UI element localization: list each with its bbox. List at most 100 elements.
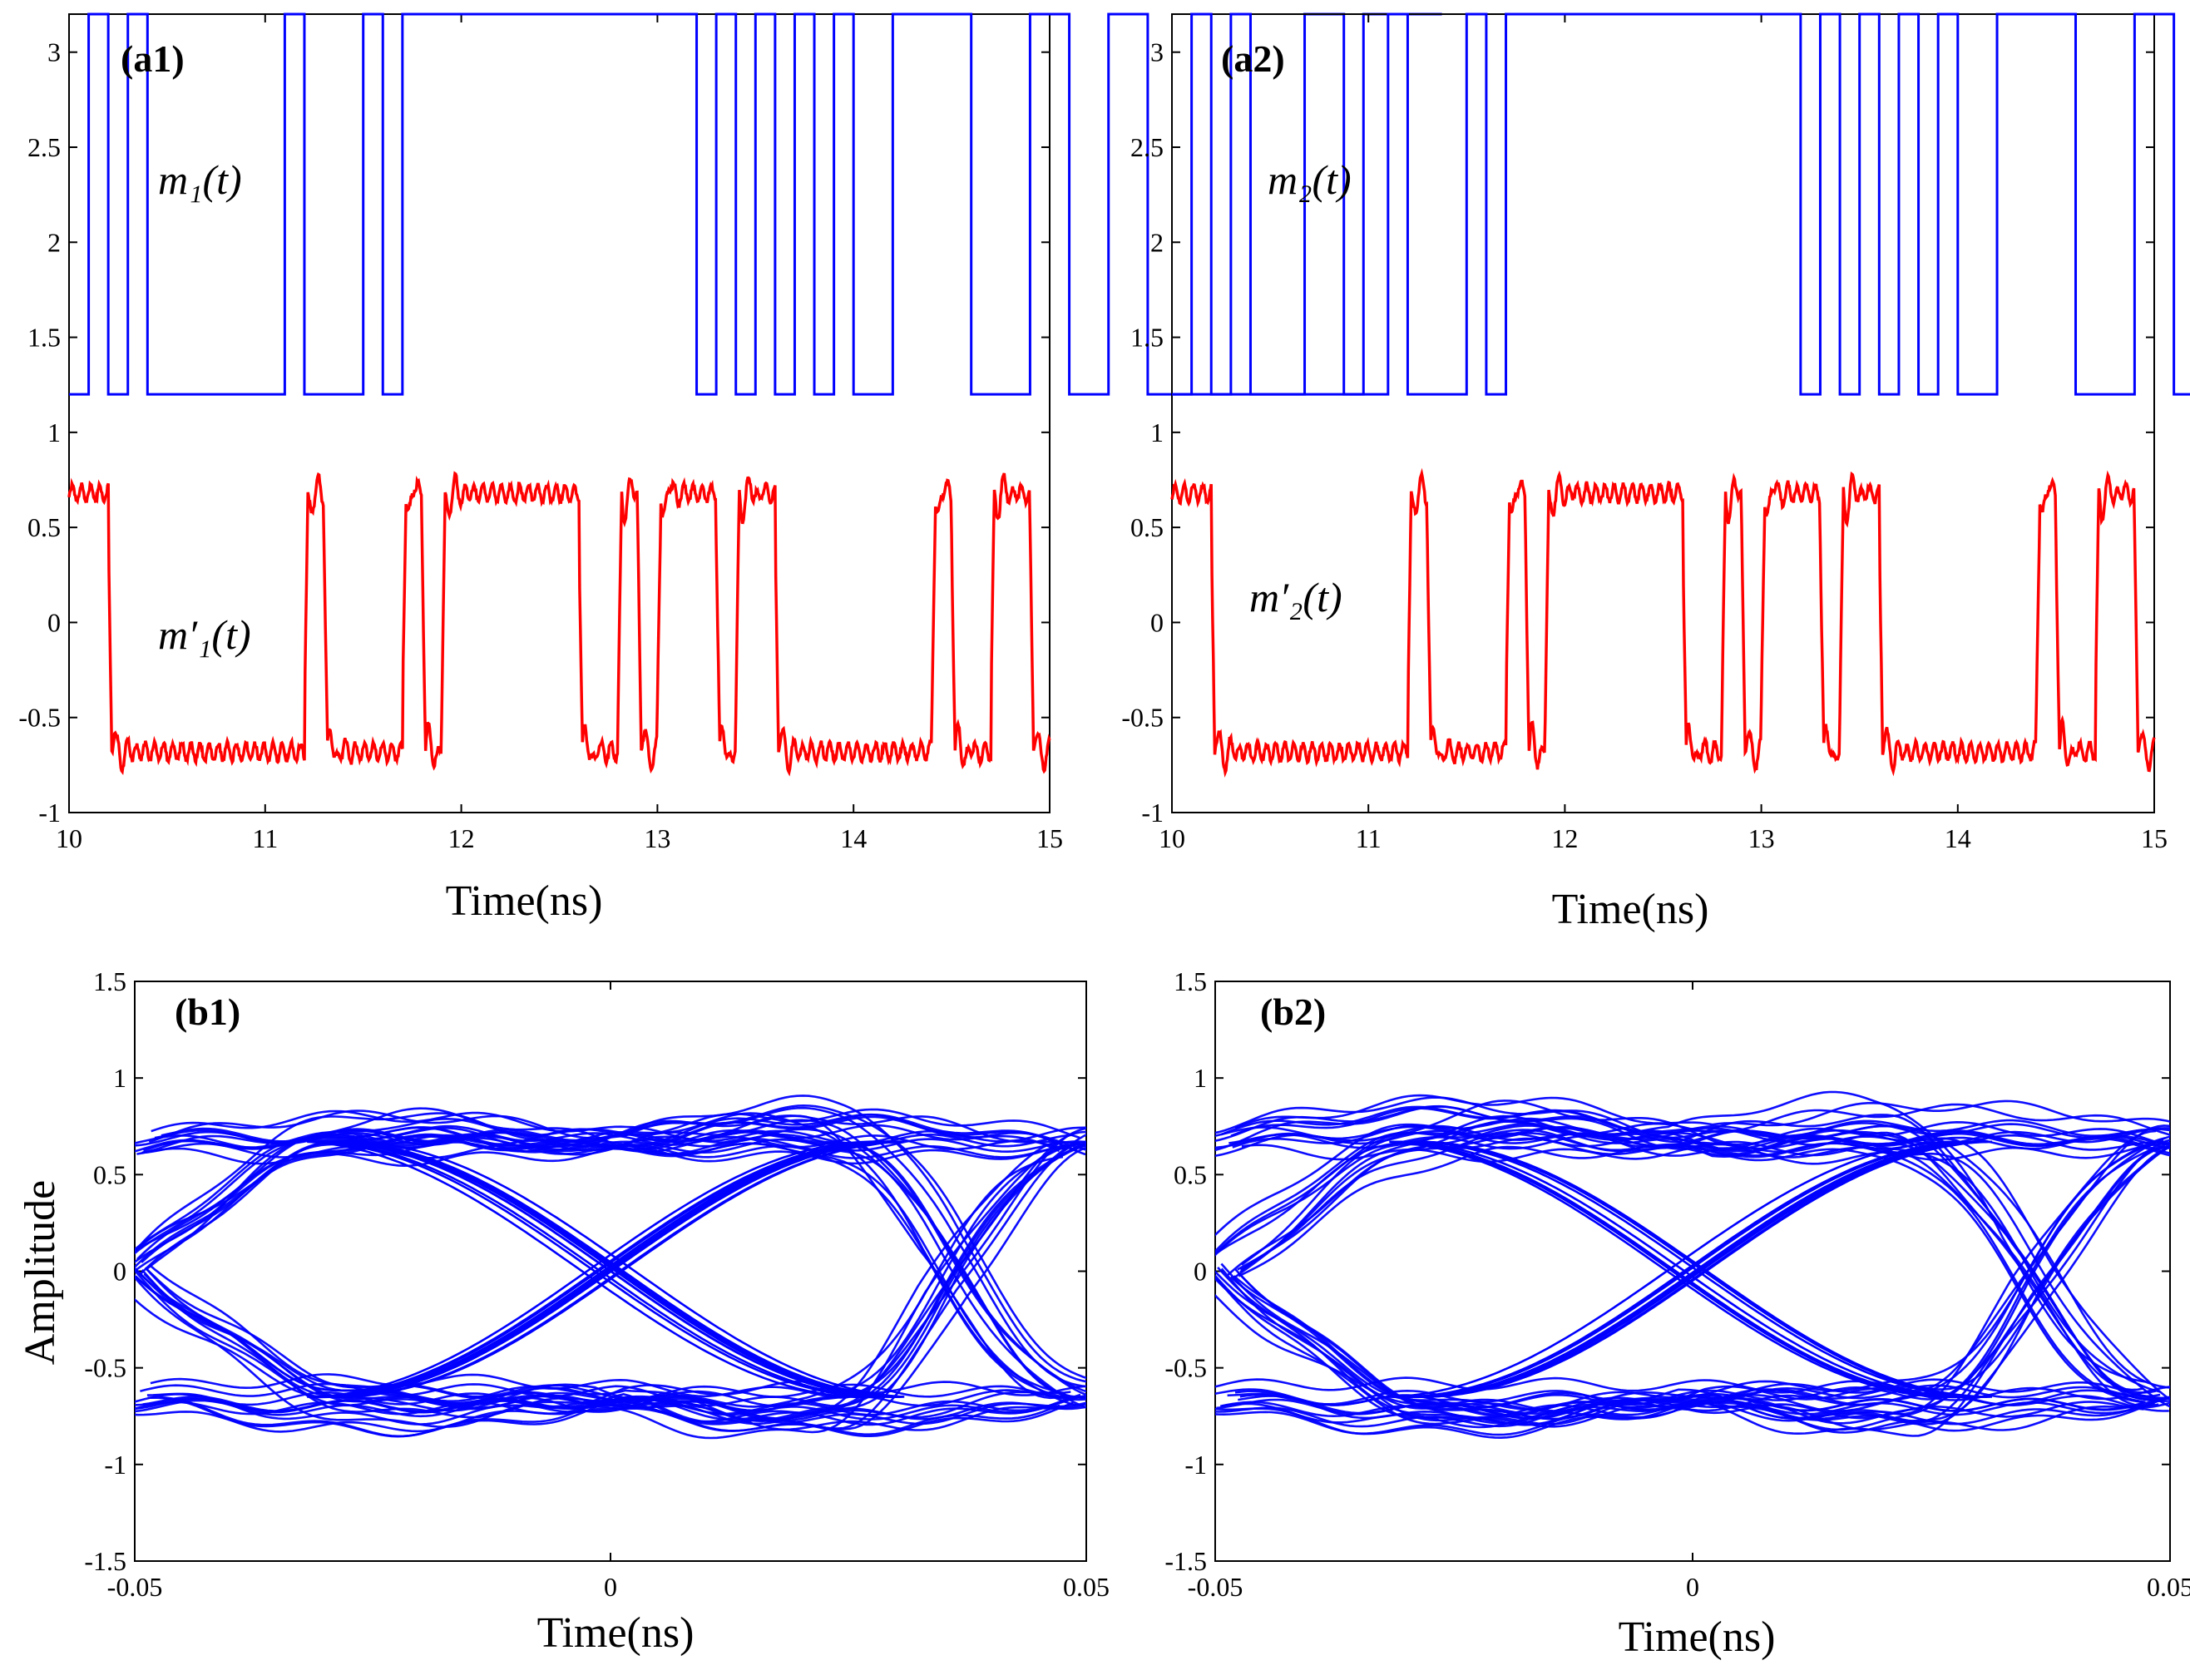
y-tick-label: 2.5 (27, 132, 61, 162)
eye-trace (1395, 1140, 1969, 1398)
y-tick-label: 0 (113, 1257, 126, 1287)
eye-trace (1234, 1139, 2170, 1409)
series-annotation: m₁(t) (158, 156, 242, 203)
y-tick-label: -0.5 (18, 703, 61, 733)
eye-trace (313, 1140, 885, 1398)
eye-trace (329, 1140, 900, 1398)
eye-trace (1230, 1107, 2170, 1139)
eye-trace (135, 1133, 1074, 1149)
eye-trace (1389, 1140, 1963, 1398)
eye-trace (1234, 1094, 2170, 1129)
y-tick-label: 1.5 (27, 323, 61, 353)
y-tick-label: 1 (113, 1063, 126, 1093)
y-tick-label: -1 (1184, 1450, 1207, 1480)
eye-trace (1232, 1124, 2170, 1161)
y-tick-label: 0.5 (1130, 512, 1164, 542)
y-tick-label: -0.5 (1164, 1353, 1207, 1383)
eye-trace (149, 1133, 1086, 1423)
eye-trace (135, 1399, 1074, 1437)
eye-trace (1392, 1140, 1965, 1399)
eye-trace (1215, 1096, 2144, 1391)
x-tick-label: 10 (1159, 823, 1185, 853)
eye-trace (1389, 1140, 1963, 1398)
y-tick-label: 1.5 (93, 966, 126, 996)
eye-trace (1389, 1140, 1963, 1399)
x-tick-label: 12 (1551, 823, 1578, 853)
x-tick-label: 10 (56, 823, 82, 853)
x-tick-label: 14 (840, 823, 867, 853)
panel-label: (b2) (1260, 991, 1326, 1033)
plot-frame (1171, 13, 2155, 813)
eye-trace (135, 1144, 1086, 1412)
panel-label: (a1) (121, 37, 185, 80)
eye-trace (310, 1140, 882, 1398)
eye-trace (1392, 1140, 1966, 1398)
x-tick-label: 11 (1356, 823, 1382, 853)
eye-trace (1239, 1145, 2170, 1426)
series-annotation: m′₂(t) (1249, 574, 1342, 620)
eye-trace (1228, 1124, 2170, 1389)
chart-panel-a1: 10 11 12 13 14 15-1-0.500.511.522.53 (a1)m₁(t)… (18, 12, 1442, 925)
x-axis-label: Time(ns) (537, 1609, 695, 1657)
eye-trace (151, 1109, 1086, 1145)
x-tick-label: 15 (1036, 823, 1063, 853)
x-tick-label: 0.05 (2147, 1572, 2190, 1602)
eye-trace (135, 1155, 1064, 1413)
eye-trace (154, 1094, 1086, 1383)
eye-trace (312, 1140, 884, 1398)
y-tick-label: -1 (1141, 798, 1164, 828)
y-tick-label: 0 (1194, 1257, 1207, 1287)
y-tick-label: 0.5 (1174, 1159, 1207, 1189)
eye-traces (1215, 1090, 2170, 1440)
eye-trace (1215, 1400, 2156, 1436)
y-tick-label: 0.5 (27, 512, 61, 542)
y-tick-label: 0 (1150, 607, 1164, 637)
eye-trace (1215, 1122, 2143, 1140)
eye-trace (135, 1141, 1080, 1428)
x-tick-label: 12 (448, 823, 475, 853)
y-tick-label: 0 (47, 607, 61, 637)
y-axis-label: Amplitude (17, 1180, 64, 1365)
y-tick-label: 2 (47, 227, 61, 257)
eye-trace (147, 1140, 1086, 1438)
x-tick-label: 0.05 (1063, 1572, 1110, 1602)
eye-trace (1215, 1144, 2166, 1431)
series-annotation: m₂(t) (1268, 156, 1352, 203)
x-tick-label: 14 (1945, 823, 1971, 853)
eye-trace (1392, 1140, 1966, 1398)
eye-trace (146, 1380, 1086, 1426)
y-tick-label: 1 (1150, 418, 1164, 447)
series-line-m'1(t) (67, 471, 1051, 777)
x-tick-label: 15 (2141, 823, 2168, 853)
eye-trace (135, 1108, 1080, 1253)
eye-trace (1233, 1114, 2170, 1278)
series-annotation: m′₁(t) (158, 611, 251, 658)
y-tick-label: 2 (1150, 227, 1164, 257)
eye-trace (1215, 1139, 2164, 1426)
y-tick-label: 1.5 (1130, 323, 1164, 353)
x-tick-label: -0.05 (107, 1572, 163, 1602)
x-tick-label: 0 (1686, 1572, 1699, 1602)
x-tick-label: 13 (644, 823, 670, 853)
eye-trace (1419, 1140, 1992, 1398)
y-tick-label: -1.5 (84, 1546, 126, 1576)
y-tick-label: 0.5 (93, 1159, 126, 1189)
y-tick-label: 3 (47, 37, 61, 67)
eye-trace (1229, 1145, 2170, 1434)
y-tick-label: -1.5 (1164, 1546, 1207, 1576)
eye-trace (139, 1141, 1086, 1422)
plot-frame (68, 13, 1051, 813)
y-tick-label: 3 (1150, 37, 1164, 67)
y-tick-label: 1 (1194, 1063, 1207, 1093)
y-tick-label: 1 (47, 418, 61, 447)
x-tick-label: 13 (1748, 823, 1775, 853)
eye-trace (1239, 1124, 2170, 1401)
y-tick-label: -0.5 (1121, 703, 1164, 733)
series-line-m2(t) (1172, 12, 2190, 396)
x-axis-label: Time(ns) (446, 877, 603, 925)
x-axis-label: Time(ns) (1552, 886, 1709, 933)
y-tick-label: 1.5 (1174, 966, 1207, 996)
chart-panel-b1: -0.05 0 0.05 -1.5 -1 -0.5 0 0.5 1 1.5 (b1) Time(ns)… (17, 966, 1110, 1657)
eye-trace (135, 1268, 1071, 1422)
eye-trace (1215, 1124, 2159, 1407)
